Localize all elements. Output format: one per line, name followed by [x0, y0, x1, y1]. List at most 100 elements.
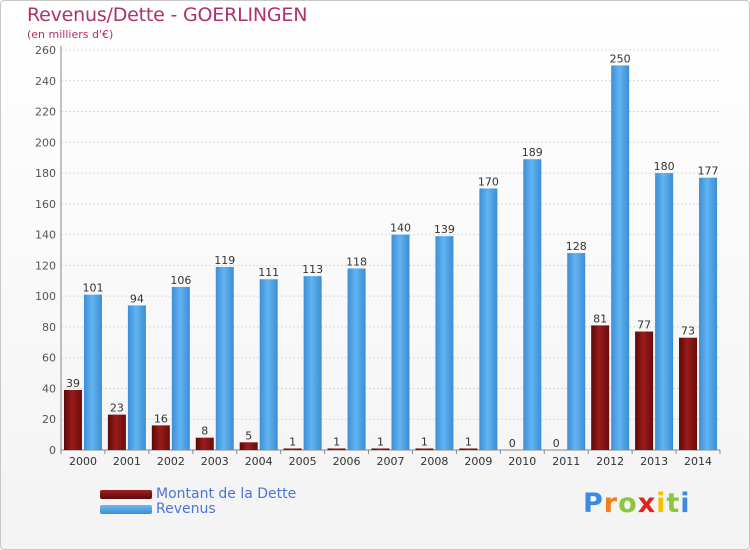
x-tick-label: 2008 [420, 455, 448, 468]
data-label-dette: 1 [333, 435, 340, 448]
x-tick-label: 2001 [113, 455, 141, 468]
bar-revenus [611, 65, 630, 450]
y-tick-label: 260 [35, 44, 56, 57]
x-tick-label: 2013 [640, 455, 668, 468]
logo-letter: i [656, 488, 667, 519]
data-label-revenus: 250 [610, 52, 631, 65]
legend-label-revenus: Revenus [156, 501, 216, 517]
logo-letter: P [583, 488, 604, 519]
x-tick-label: 2009 [464, 455, 492, 468]
data-label-revenus: 170 [478, 175, 499, 188]
y-tick-label: 80 [42, 321, 56, 334]
x-tick-label: 2000 [69, 455, 97, 468]
bar-revenus [83, 294, 102, 450]
y-tick-label: 220 [35, 106, 56, 119]
chart-title: Revenus/Dette - GOERLINGEN [27, 4, 308, 26]
x-tick-label: 2011 [552, 455, 580, 468]
data-label-dette: 81 [593, 312, 607, 325]
data-label-dette: 1 [377, 435, 384, 448]
y-tick-label: 100 [35, 290, 56, 303]
legend-swatch-dette [100, 490, 152, 499]
bar-dette [151, 425, 170, 450]
data-label-revenus: 118 [346, 255, 367, 268]
proxiti-logo: Proxiti [583, 488, 691, 519]
data-label-revenus: 106 [170, 274, 191, 287]
data-label-dette: 1 [465, 435, 472, 448]
data-label-revenus: 111 [258, 266, 279, 279]
data-label-dette: 1 [289, 435, 296, 448]
x-tick-label: 2012 [596, 455, 624, 468]
data-label-dette: 77 [637, 319, 651, 332]
bar-dette [415, 448, 434, 450]
y-tick-label: 180 [35, 167, 56, 180]
x-tick-label: 2014 [684, 455, 712, 468]
logo-letter: i [680, 488, 691, 519]
data-label-revenus: 189 [522, 146, 543, 159]
logo-letter: t [666, 488, 681, 519]
bar-dette [195, 437, 214, 450]
bar-revenus [435, 236, 454, 450]
bar-revenus [699, 177, 718, 450]
bar-revenus [127, 305, 146, 450]
bar-revenus [347, 268, 366, 450]
legend-label-dette: Montant de la Dette [156, 486, 297, 502]
x-tick-label: 2004 [245, 455, 273, 468]
data-label-dette: 73 [681, 325, 695, 338]
bar-dette [239, 442, 258, 450]
y-tick-label: 200 [35, 136, 56, 149]
bar-dette [283, 448, 302, 450]
logo-letter: r [603, 488, 619, 519]
data-label-revenus: 113 [302, 263, 323, 276]
x-tick-label: 2003 [201, 455, 229, 468]
data-label-dette: 8 [201, 425, 208, 438]
data-label-revenus: 180 [654, 160, 675, 173]
y-tick-label: 60 [42, 352, 56, 365]
x-tick-label: 2002 [157, 455, 185, 468]
bar-revenus [303, 276, 322, 450]
y-tick-label: 240 [35, 75, 56, 88]
data-label-dette: 0 [509, 437, 516, 450]
bar-revenus [523, 159, 542, 450]
bar-dette [591, 325, 610, 450]
y-tick-label: 140 [35, 229, 56, 242]
y-tick-label: 120 [35, 259, 56, 272]
legend-swatch-revenus [100, 505, 152, 514]
bar-revenus [215, 266, 234, 450]
y-tick-label: 40 [42, 382, 56, 395]
chart-subtitle: (en milliers d'€) [27, 28, 114, 41]
data-label-revenus: 94 [130, 292, 144, 305]
bar-revenus [567, 253, 586, 450]
bar-dette [327, 448, 346, 450]
data-label-dette: 16 [154, 412, 168, 425]
data-label-dette: 0 [553, 437, 560, 450]
data-label-revenus: 101 [82, 282, 103, 295]
data-label-revenus: 177 [698, 165, 719, 178]
data-label-revenus: 128 [566, 240, 587, 253]
bar-revenus [655, 173, 674, 451]
data-label-dette: 39 [66, 377, 80, 390]
logo-letter: o [618, 488, 638, 519]
logo-letter: x [637, 488, 657, 519]
y-tick-label: 160 [35, 198, 56, 211]
bar-dette [635, 331, 654, 450]
data-label-revenus: 140 [390, 222, 411, 235]
bar-dette [63, 390, 82, 450]
x-tick-label: 2005 [289, 455, 317, 468]
bar-revenus [479, 188, 498, 450]
data-label-revenus: 119 [214, 254, 235, 267]
x-tick-label: 2010 [508, 455, 536, 468]
data-label-dette: 5 [245, 429, 252, 442]
x-tick-label: 2006 [333, 455, 361, 468]
bar-dette [107, 414, 126, 450]
bar-revenus [391, 234, 410, 450]
data-label-revenus: 139 [434, 223, 455, 236]
bar-revenus [171, 286, 190, 450]
data-label-dette: 1 [421, 435, 428, 448]
bar-revenus [259, 279, 278, 450]
y-tick-label: 0 [49, 444, 56, 457]
x-tick-label: 2007 [377, 455, 405, 468]
data-label-dette: 23 [110, 402, 124, 415]
bar-dette [679, 337, 698, 450]
bar-dette [459, 448, 478, 450]
